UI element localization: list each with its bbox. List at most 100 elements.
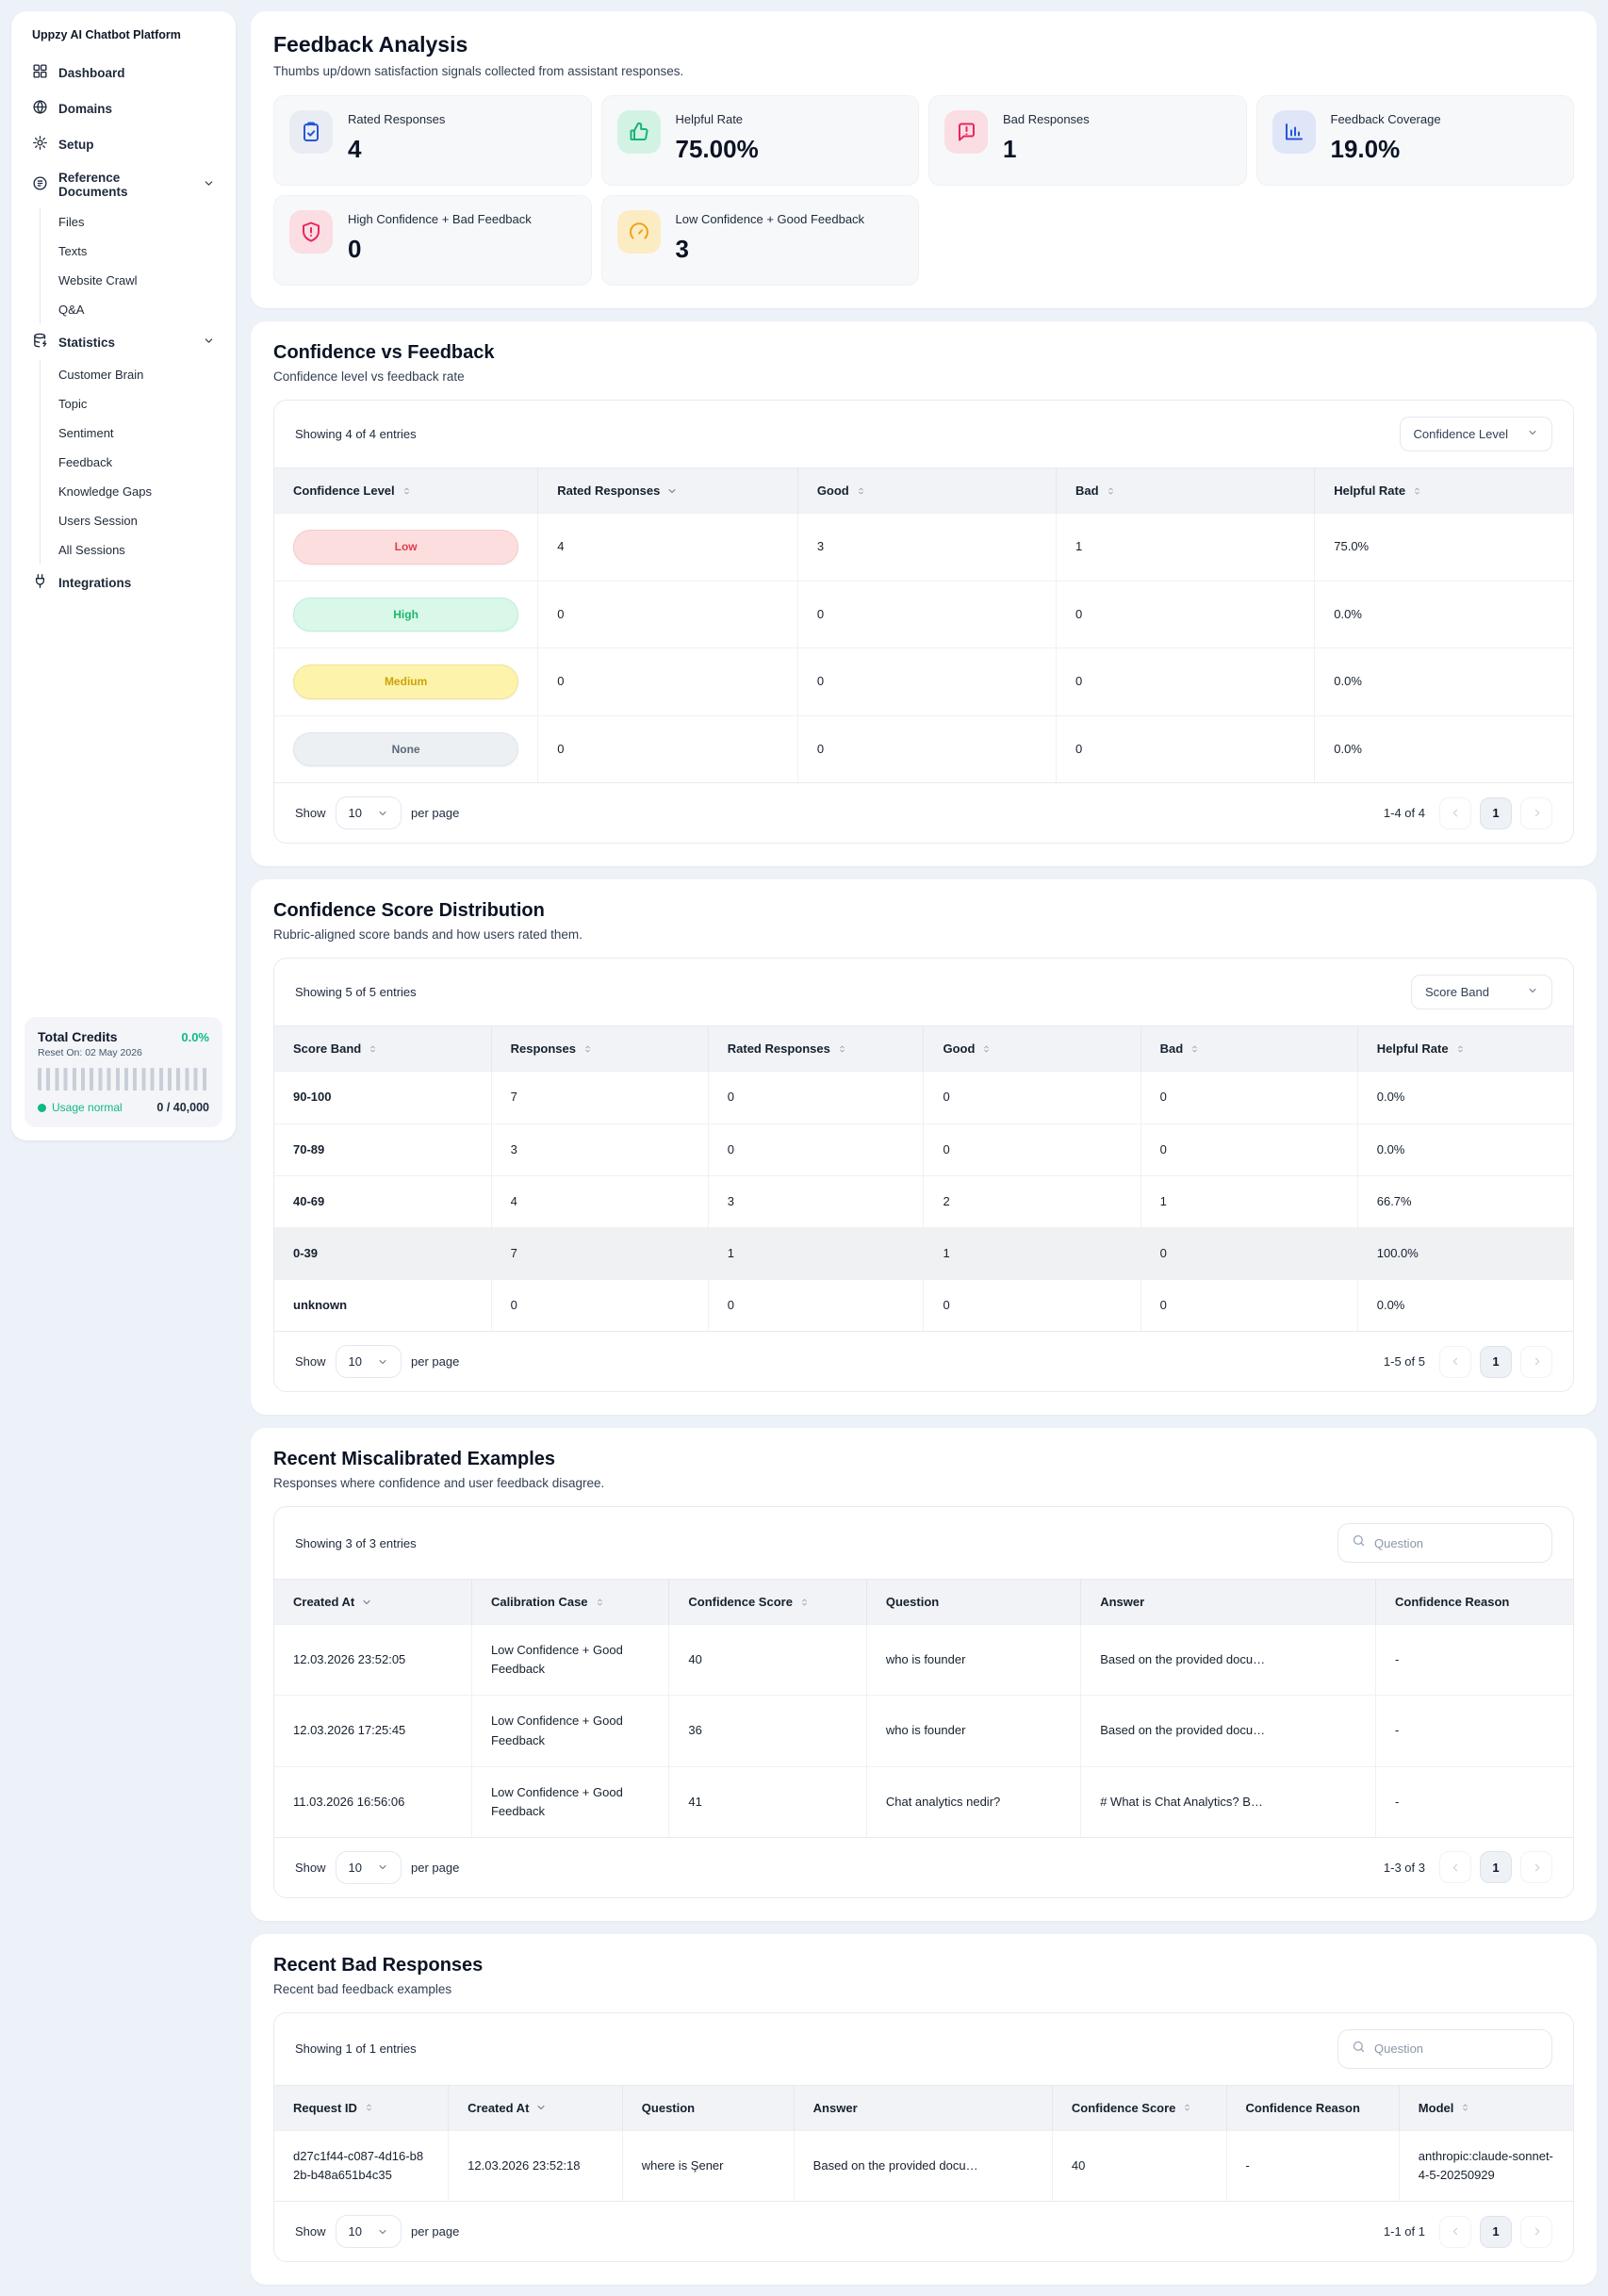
sidebar-item-statistics[interactable]: Statistics [25,324,222,360]
per-page-label: per page [411,1860,460,1875]
column-header[interactable]: Bad [1056,467,1316,514]
sidebar-item-reference-documents[interactable]: Reference Documents [25,162,222,207]
next-page-button[interactable] [1520,796,1552,829]
sort-icon [1106,484,1116,498]
bad-responses-table: Request ID Created At Question Answer Co… [274,2084,1573,2202]
search-input[interactable] [1374,1535,1538,1550]
sidebar-item-texts[interactable]: Texts [58,244,88,258]
entries-count: Showing 4 of 4 entries [295,427,417,441]
rows-per-page-select[interactable]: 10 [335,1345,402,1379]
column-header[interactable]: Responses [491,1025,709,1072]
column-header[interactable]: Good [797,467,1058,514]
section-subtitle: Confidence level vs feedback rate [273,369,465,384]
column-header: Answer [1080,1579,1377,1625]
column-header[interactable]: Request ID [274,2084,450,2131]
column-header[interactable]: Helpful Rate [1357,1025,1573,1072]
next-page-button[interactable] [1520,1345,1552,1378]
column-header[interactable]: Good [923,1025,1141,1072]
column-header[interactable]: Calibration Case [471,1579,670,1625]
sidebar-item-customer-brain[interactable]: Customer Brain [58,368,144,382]
sidebar-item-setup[interactable]: Setup [25,126,222,162]
prev-page-button[interactable] [1439,1851,1471,1884]
section-title: Confidence Score Distribution [273,900,545,922]
prev-page-button[interactable] [1439,1345,1471,1378]
table-row: 12.03.2026 23:52:05 Low Confidence + Good… [274,1624,1573,1696]
rows-per-page-select[interactable]: 10 [335,2215,402,2249]
sidebar-item-users-session[interactable]: Users Session [58,514,138,528]
bad-responses-section: Recent Bad Responses Recent bad feedback… [251,1933,1597,2286]
sort-icon [799,1596,810,1609]
stat-label: Low Confidence + Good Feedback [675,212,865,226]
column-header[interactable]: Bad [1140,1025,1358,1072]
stat-label: High Confidence + Bad Feedback [348,212,532,226]
table-row: 70-89 3 0 0 0 0.0% [274,1123,1573,1176]
next-page-button[interactable] [1520,1851,1552,1884]
sidebar-item-label: Statistics [58,335,116,350]
column-header[interactable]: Confidence Level [274,467,539,514]
sidebar-item-feedback[interactable]: Feedback [58,455,113,469]
page-number-button[interactable]: 1 [1480,796,1512,829]
confidence-level-badge: Low [293,530,519,565]
sidebar-item-all-sessions[interactable]: All Sessions [58,543,125,557]
table-row: None 0 0 0 0.0% [274,714,1573,783]
sort-icon [1182,2101,1192,2114]
question-search[interactable] [1337,2028,1552,2069]
group-by-select[interactable]: Score Band [1411,975,1552,1010]
page-number-button[interactable]: 1 [1480,1345,1512,1378]
sidebar-item-files[interactable]: Files [58,215,85,229]
sidebar-item-dashboard[interactable]: Dashboard [25,55,222,90]
rows-per-page-select[interactable]: 10 [335,796,402,830]
column-header: Confidence Reason [1375,1579,1573,1625]
sidebar-item-topic[interactable]: Topic [58,397,88,411]
sidebar-item-website-crawl[interactable]: Website Crawl [58,273,138,287]
column-header[interactable]: Helpful Rate [1314,467,1573,514]
column-header[interactable]: Score Band [274,1025,492,1072]
column-header[interactable]: Confidence Score [668,1579,867,1625]
confidence-vs-feedback-table: Confidence Level Rated Responses Good Ba… [274,467,1573,783]
table-row: 40-69 4 3 2 1 66.7% [274,1174,1573,1228]
sort-icon [856,484,866,498]
chevron-down-icon [203,335,215,350]
sidebar-item-domains[interactable]: Domains [25,90,222,126]
column-header[interactable]: Rated Responses [708,1025,925,1072]
prev-page-button[interactable] [1439,2215,1471,2248]
page-number-button[interactable]: 1 [1480,2215,1512,2248]
stat-label: Rated Responses [348,112,446,126]
column-header[interactable]: Created At [448,2084,623,2131]
page-number-button[interactable]: 1 [1480,1851,1512,1884]
stat-card-low-confidence-good-feedback: Low Confidence + Good Feedback 3 [600,195,919,286]
search-icon [1352,1533,1366,1552]
rows-per-page-select[interactable]: 10 [335,1850,402,1884]
miscalibrated-examples-section: Recent Miscalibrated Examples Responses … [251,1428,1597,1921]
column-header[interactable]: Model [1399,2084,1573,2131]
column-header[interactable]: Created At [274,1579,472,1625]
group-by-select[interactable]: Confidence Level [1399,417,1552,451]
show-label: Show [295,1860,326,1875]
sidebar-item-label: Domains [58,101,113,116]
chevron-down-icon [203,177,215,192]
gear-icon [32,135,48,154]
confidence-level-badge: Medium [293,664,519,699]
sidebar-item-label: Integrations [58,575,132,590]
sidebar-item-knowledge-gaps[interactable]: Knowledge Gaps [58,484,153,499]
table-row: High 0 0 0 0.0% [274,580,1573,648]
question-search[interactable] [1337,1523,1552,1564]
usage-status: Usage normal [38,1101,123,1114]
column-header: Confidence Reason [1226,2084,1400,2131]
column-header[interactable]: Confidence Score [1052,2084,1227,2131]
prev-page-button[interactable] [1439,796,1471,829]
section-title: Recent Bad Responses [273,1954,484,1976]
next-page-button[interactable] [1520,2215,1552,2248]
documents-icon [32,175,48,194]
search-input[interactable] [1374,2042,1538,2057]
per-page-label: per page [411,2224,460,2239]
sidebar-item-qa[interactable]: Q&A [58,303,85,317]
select-value: Score Band [1425,985,1489,1000]
column-header[interactable]: Rated Responses [537,467,798,514]
clipboard-check-icon [289,110,333,154]
score-distribution-table: Score Band Responses Rated Responses Goo… [274,1025,1573,1332]
sidebar-item-integrations[interactable]: Integrations [25,565,222,600]
per-page-label: per page [411,1354,460,1369]
sidebar-item-sentiment[interactable]: Sentiment [58,426,114,440]
page-range: 1-1 of 1 [1383,2224,1425,2239]
